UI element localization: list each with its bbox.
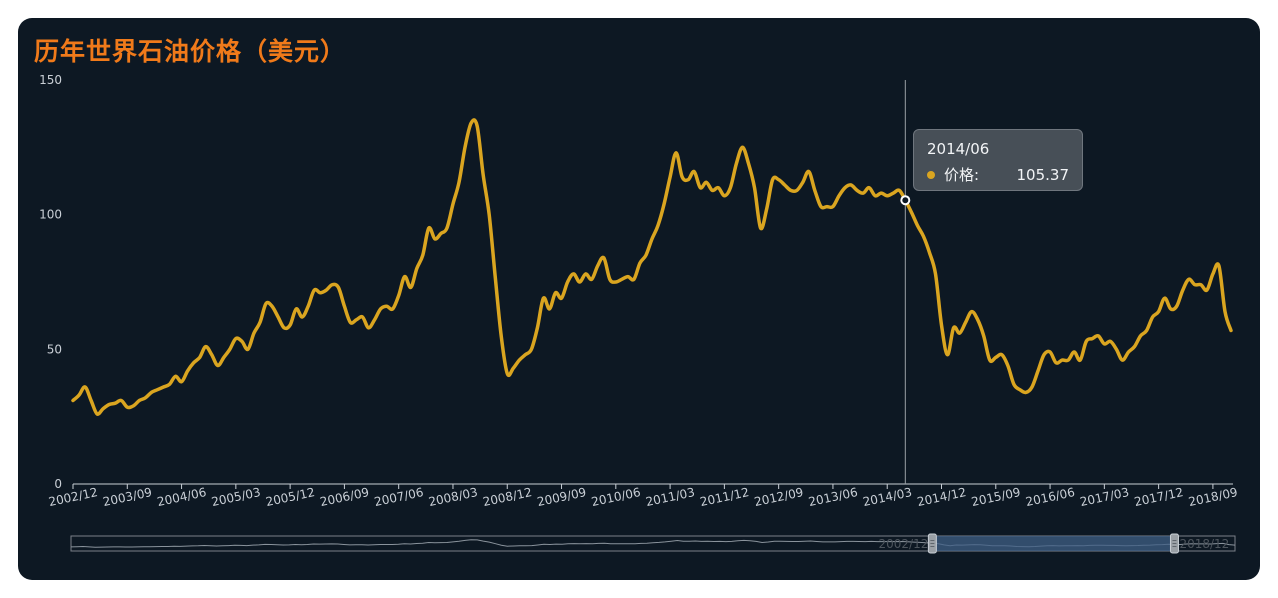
data-zoom-slider[interactable]: 2002/12 2018/12 <box>70 533 1236 554</box>
tooltip-series-dot <box>927 170 935 179</box>
tooltip-series-label: 价格: <box>944 166 980 184</box>
tooltip-value: 105.37 <box>1016 165 1070 184</box>
cursor-layer <box>900 80 911 484</box>
tooltip-row: 价格: 105.37 <box>927 164 1069 185</box>
price-line <box>71 118 1233 416</box>
zoom-start-label: 2002/12 <box>879 537 929 551</box>
x-axis: 2002/12 2003/09 2004/06 2005/03 2005/12 2006/… <box>47 483 1239 509</box>
y-tick-label: 0 <box>54 477 62 491</box>
line-chart[interactable]: 0 50 100 150 2002/12 2003/09 2004/06 2005/03 20… <box>18 18 1260 580</box>
chart-title: 历年世界石油价格（美元） <box>34 37 347 66</box>
y-tick-label: 100 <box>39 208 62 222</box>
zoom-selection[interactable] <box>932 536 1175 551</box>
chart-card: 历年世界石油价格（美元） 0 50 100 150 2002/12 2003/09 200… <box>18 18 1260 580</box>
chart-tooltip: 2014/06 价格: 105.37 <box>913 129 1083 191</box>
tooltip-date: 2014/06 <box>927 140 990 158</box>
zoom-track <box>70 535 1236 552</box>
zoom-end-label: 2018/12 <box>1179 537 1229 551</box>
y-axis: 0 50 100 150 <box>39 73 62 491</box>
highlight-point <box>900 195 911 206</box>
y-tick-label: 50 <box>47 342 62 356</box>
series-layer <box>71 118 1233 416</box>
y-tick-label: 150 <box>39 73 62 87</box>
